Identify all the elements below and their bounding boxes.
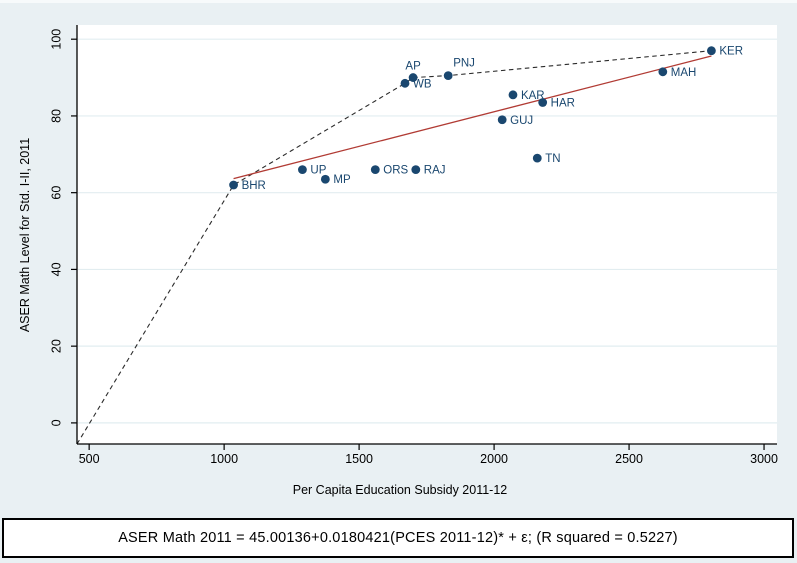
caption-text: ASER Math 2011 = 45.00136+0.0180421(PCES…: [118, 530, 678, 546]
y-tick-label: 100: [49, 29, 63, 50]
point-label-raj: RAJ: [424, 165, 446, 177]
x-tick-label: 3000: [750, 452, 778, 466]
data-point-mah: [658, 67, 668, 77]
axes: 500 1000 1500 2000 2500 3000 0 20 40 60 80 100: [49, 25, 778, 466]
data-point-kar: [508, 90, 518, 100]
data-point-mp: [320, 174, 330, 184]
data-point-wb: [400, 78, 410, 88]
x-tick-label: 500: [79, 452, 100, 466]
point-label-pnj: PNJ: [453, 58, 475, 70]
x-tick-label: 1000: [210, 452, 238, 466]
regression-line: [233, 55, 712, 180]
regression-equation-caption: ASER Math 2011 = 45.00136+0.0180421(PCES…: [2, 518, 794, 558]
x-tick-label: 1500: [345, 452, 373, 466]
data-point-har: [538, 98, 548, 107]
data-point-ap: [408, 73, 418, 82]
point-label-tn: TN: [545, 153, 560, 165]
data-point-guj: [497, 115, 507, 125]
y-tick-label: 60: [49, 186, 63, 200]
point-label-har: HAR: [551, 98, 575, 110]
x-axis-title: Per Capita Education Subsidy 2011-12: [292, 483, 508, 497]
data-point-up: [298, 165, 307, 175]
scatter-plot: 500 1000 1500 2000 2500 3000 0 20 40 60 80 100 BHR UP…: [49, 25, 778, 466]
plot-area: [77, 25, 777, 444]
point-label-guj: GUJ: [510, 115, 533, 127]
point-label-wb: WB: [413, 78, 432, 90]
x-tick-label: 2500: [615, 452, 643, 466]
data-point-ors: [370, 165, 380, 175]
data-points: BHR UP MP ORS RAJ WB AP PNJ GUJ KAR HAR TN MAH KER: [229, 46, 743, 192]
y-tick-label: 40: [49, 262, 63, 276]
data-point-raj: [411, 165, 421, 175]
y-tick-label: 0: [49, 419, 63, 426]
y-tick-label: 80: [49, 109, 63, 123]
point-label-bhr: BHR: [242, 180, 266, 192]
point-label-mp: MP: [333, 174, 351, 186]
point-label-mah: MAH: [671, 67, 697, 79]
x-tick-label: 2000: [480, 452, 508, 466]
point-label-up: UP: [310, 165, 326, 177]
data-point-tn: [532, 153, 542, 163]
data-point-pnj: [443, 71, 453, 81]
gridlines: [78, 38, 777, 424]
point-label-ap: AP: [405, 61, 421, 73]
point-label-ker: KER: [719, 46, 743, 58]
data-point-ker: [707, 46, 716, 56]
y-tick-label: 20: [49, 339, 63, 353]
point-label-ors: ORS: [383, 165, 408, 177]
y-axis-title: ASER Math Level for Std. I-II, 2011: [18, 137, 32, 333]
frontier-dashed-line: [76, 50, 712, 445]
point-label-kar: KAR: [521, 90, 545, 102]
data-point-bhr: [229, 180, 238, 190]
